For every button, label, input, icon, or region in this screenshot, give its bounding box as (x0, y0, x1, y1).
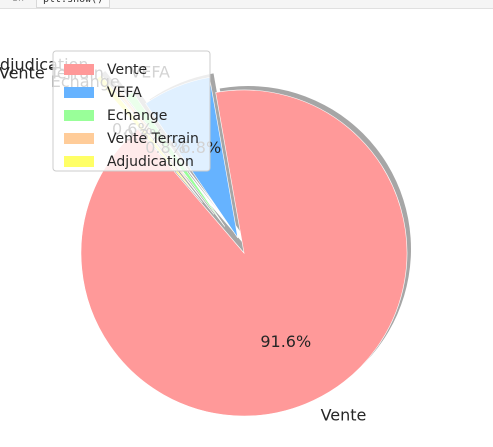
legend: Vente VEFA Echange Vente Terrain Adjudicatio… (52, 50, 211, 172)
cell-prompt: In (12, 0, 24, 6)
legend-swatch-vente-terrain (64, 133, 94, 144)
legend-label-echange: Echange (107, 108, 167, 124)
notebook-cell-strip: In plt.show() (0, 0, 493, 9)
legend-swatch-vefa (64, 87, 94, 98)
legend-swatch-vente (64, 64, 94, 75)
legend-swatch-echange (64, 110, 94, 121)
cell-code[interactable]: plt.show() (36, 0, 111, 8)
percent-label-vente: 91.6% (260, 332, 311, 351)
legend-label-vente-terrain: Vente Terrain (107, 131, 199, 147)
legend-label-vefa: VEFA (107, 85, 142, 101)
legend-swatch-adjudication (64, 156, 94, 167)
category-label-vente: Vente (321, 406, 367, 425)
legend-label-vente: Vente (107, 62, 147, 78)
legend-label-adjudication: Adjudication (107, 154, 194, 170)
slice-vente (80, 89, 408, 417)
